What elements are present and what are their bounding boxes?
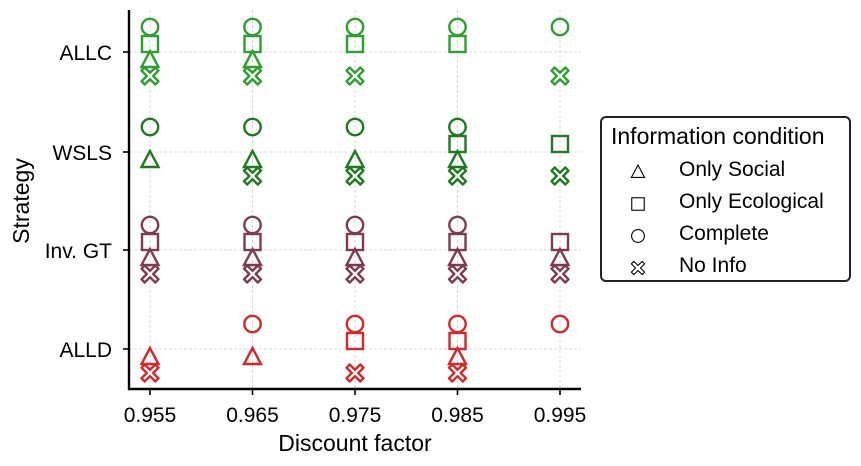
triangle-marker: [344, 246, 366, 267]
cross-marker: [140, 363, 160, 383]
triangle-marker: [139, 345, 161, 366]
circle-marker: [345, 314, 365, 334]
cross-marker: [140, 66, 160, 86]
cross-marker: [242, 166, 263, 186]
x-tick-label: 0.955: [124, 404, 177, 427]
legend-marker: [630, 260, 646, 276]
legend-label: No Info: [679, 254, 747, 277]
circle-marker: [243, 117, 262, 137]
cross-marker: [345, 264, 365, 284]
triangle-marker: [242, 48, 263, 69]
triangle-marker: [549, 246, 571, 267]
legend-title: Information condition: [611, 123, 825, 149]
y-tick-label: ALLD: [59, 339, 112, 362]
legend-marker: [631, 197, 645, 211]
cross-marker: [140, 264, 160, 284]
circle-marker: [448, 314, 467, 334]
legend-marker: [630, 163, 646, 179]
square-marker: [345, 331, 365, 351]
square-marker: [345, 34, 365, 54]
legend: Information condition Only Social Only Ec…: [600, 116, 851, 282]
triangle-marker: [447, 345, 468, 366]
triangle-marker: [139, 48, 161, 69]
cross-marker: [242, 264, 263, 284]
triangle-marker: [344, 148, 366, 169]
legend-item: Complete: [602, 220, 850, 250]
cross-marker: [447, 264, 468, 284]
x-tick-label: 0.995: [534, 404, 587, 427]
cross-marker: [345, 66, 365, 86]
circle-marker: [243, 314, 262, 334]
circle-marker: [550, 314, 570, 334]
triangle-marker: [447, 148, 468, 169]
legend-label: Only Social: [679, 158, 786, 181]
data-markers: [139, 17, 571, 383]
triangle-marker: [139, 148, 161, 169]
legend-item: Only Social: [602, 156, 850, 186]
triangle-marker: [139, 246, 161, 267]
cross-marker: [447, 166, 468, 186]
cross-marker: [447, 363, 468, 383]
circle-marker: [140, 117, 160, 137]
legend-marker-icon: [630, 163, 646, 179]
legend-marker: [631, 229, 645, 243]
x-tick-label: 0.965: [226, 404, 279, 427]
y-tick-label: WSLS: [52, 142, 112, 165]
x-tick-label: 0.975: [329, 404, 382, 427]
circle-marker: [345, 117, 365, 137]
cross-marker: [550, 264, 570, 284]
y-axis-label: Strategy: [8, 158, 34, 244]
legend-marker-icon: [630, 260, 646, 276]
triangle-marker: [242, 246, 263, 267]
y-tick-label: ALLC: [59, 42, 112, 65]
axes: [123, 10, 581, 395]
square-marker: [550, 134, 570, 154]
tick-labels: 0.955 0.965 0.975 0.985 0.995 ALLC WSLS Inv. GT…: [45, 42, 587, 427]
cross-marker: [550, 166, 570, 186]
cross-marker: [550, 66, 570, 86]
x-axis-label: Discount factor: [278, 430, 432, 456]
legend-marker-icon: [631, 197, 645, 211]
legend-label: Complete: [679, 222, 769, 245]
square-marker: [448, 34, 467, 54]
cross-marker: [242, 66, 263, 86]
triangle-marker: [242, 345, 263, 366]
legend-item: Only Ecological: [602, 188, 850, 218]
legend-item: No Info: [602, 252, 850, 282]
triangle-marker: [242, 148, 263, 169]
triangle-marker: [447, 246, 468, 267]
circle-marker: [550, 17, 570, 37]
cross-marker: [345, 166, 365, 186]
legend-label: Only Ecological: [679, 190, 824, 213]
cross-marker: [345, 363, 365, 383]
legend-marker-icon: [631, 229, 645, 243]
x-tick-label: 0.985: [431, 404, 484, 427]
y-tick-label: Inv. GT: [45, 240, 112, 263]
